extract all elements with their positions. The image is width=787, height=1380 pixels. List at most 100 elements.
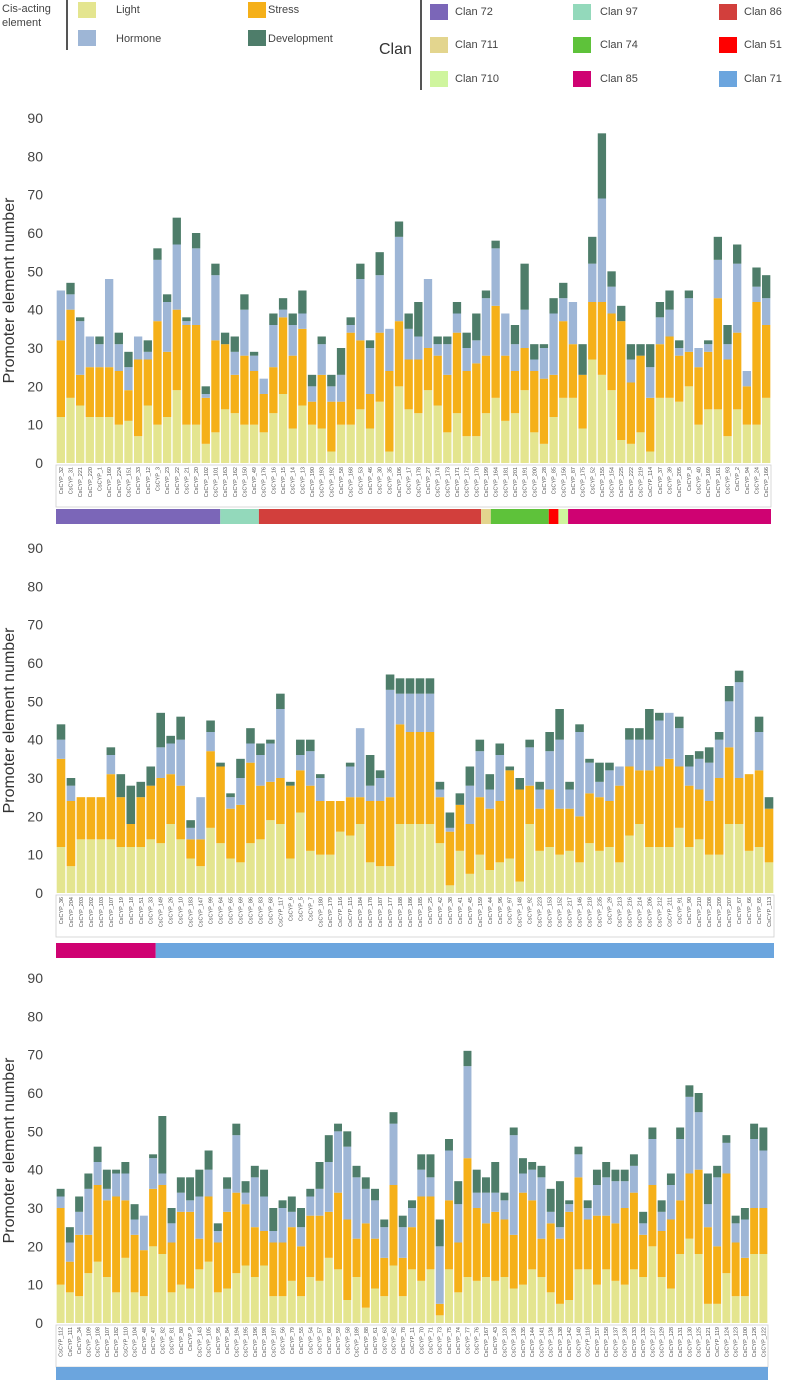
bar-light-CsCYP_201 [510, 413, 520, 463]
x-tick-label: CsCYP_67 [737, 897, 743, 924]
bar-light-CsCYP_8 [684, 386, 694, 463]
x-tick-label: CsCYP_149 [159, 897, 165, 927]
x-tick-label: CsCYP_35 [387, 467, 393, 494]
bar-light-CsCYP_135 [518, 1284, 527, 1323]
bar-stress-CsCYP_29 [605, 801, 614, 847]
bar-hormone-CsCYP_60 [324, 1162, 333, 1212]
x-tick-label: CsCYP_39 [668, 467, 674, 494]
bar-light-CsCYP_87 [568, 397, 578, 463]
bar-development-CsCYP_180 [315, 774, 325, 778]
x-tick-label: CsCYP_169 [706, 467, 712, 497]
x-tick-label: CsCYP_180 [318, 897, 324, 927]
x-tick-label: CsCYP_71 [428, 1327, 434, 1354]
bar-stress-CsCYP_160 [104, 367, 114, 417]
bar-hormone-CsCYP_128 [666, 1185, 675, 1220]
bar-light-CsCYP_161 [713, 409, 723, 463]
x-tick-label: CsCYP_34 [77, 1327, 83, 1354]
bar-development-CsCYP_51 [136, 781, 146, 798]
bar-hormone-CsCYP_46 [365, 348, 375, 394]
x-tick-label: CsCYP_115 [348, 897, 354, 927]
bar-hormone-CsCYP_78 [398, 1227, 407, 1258]
bar-light-CsCYP_105 [204, 1261, 213, 1323]
bar-light-CsCYP_58 [343, 1300, 352, 1323]
x-tick-label: CsCYP_53 [358, 467, 364, 494]
legend-swatch-clan-97 [573, 4, 591, 20]
x-tick-label: CsCYP_21 [184, 467, 190, 494]
x-tick-label: CsCYP_154 [610, 467, 616, 497]
bar-stress-CsCYP_61 [371, 1238, 379, 1289]
legend-clan-title: Clan [379, 41, 412, 58]
y-axis-label: Promoter element number [1, 1057, 18, 1244]
x-tick-label: CsCYP_84 [225, 1327, 231, 1354]
bar-development-CsCYP_69 [236, 758, 245, 778]
bar-stress-CsCYP_203 [76, 797, 86, 840]
x-tick-label: CsCYP_90 [687, 897, 693, 924]
bar-development-CsCYP_186 [405, 678, 415, 694]
bar-stress-CsCYP_220 [85, 367, 94, 417]
bar-stress-CsCYP_125 [694, 1169, 703, 1254]
x-tick-label: CsCYP_195 [244, 1327, 250, 1357]
bar-light-CsCYP_95 [213, 1292, 222, 1323]
bar-light-CsCYP_223 [535, 850, 544, 893]
bar-stress-CsCYP_44 [485, 808, 495, 870]
bar-hormone-CsCYP_206 [645, 739, 654, 771]
x-tick-label: CsCYP_58 [345, 1327, 351, 1354]
bar-hormone-CsCYP_160 [104, 279, 114, 368]
bar-hormone-CsCYP_58 [336, 374, 346, 402]
bar-light-CsCYP_149 [156, 843, 165, 893]
x-tick-label: CsCYP_113 [767, 897, 773, 927]
legend-label-clan-97: Clan 97 [600, 6, 638, 18]
bar-light-CsCYP_41 [455, 850, 465, 893]
bar-hormone-CsCYP_194 [232, 1135, 241, 1193]
bar-development-CsCYP_208 [704, 747, 714, 763]
bar-stress-CsCYP_40 [694, 367, 703, 425]
bar-development-CsCYP_235 [595, 762, 604, 782]
bar-development-CsCYP_49 [249, 351, 259, 356]
bar-stress-CsCYP_32 [56, 340, 65, 417]
bar-stress-CsCYP_2 [733, 332, 742, 410]
bar-light-CsCYP_35 [385, 451, 394, 463]
bar-stress-CsCYP_90 [684, 785, 694, 847]
bar-development-CsCYP_183 [186, 820, 195, 828]
bar-development-CsCYP_68 [266, 739, 275, 744]
bar-stress-CsCYP_116 [335, 801, 345, 832]
bar-hormone-CsCYP_221 [76, 321, 85, 375]
bar-hormone-CsCYP_22 [172, 244, 181, 310]
x-tick-label: CsCYP_175 [581, 467, 587, 497]
bar-light-CsCYP_137 [611, 1280, 620, 1323]
bar-stress-CsCYP_59 [334, 1192, 342, 1270]
bar-light-CsCYP_160 [104, 417, 114, 463]
bar-hormone-CsCYP_107 [106, 755, 116, 775]
bar-stress-CsCYP_93 [723, 359, 732, 437]
bar-development-CsCYP_110 [121, 1162, 130, 1174]
bar-stress-CsCYP_11 [408, 1227, 416, 1270]
x-tick-label: CsCYP_17 [407, 467, 413, 494]
bar-development-CsCYP_169 [704, 340, 713, 345]
x-tick-label: CsCYP_54 [308, 1327, 314, 1354]
bar-development-CsCYP_131 [676, 1127, 685, 1139]
bar-hormone-CsCYP_83 [256, 755, 265, 786]
x-tick-label: CsCYP_65 [757, 897, 763, 924]
x-tick-label: CsCYP_188 [398, 897, 404, 927]
bar-hormone-CsCYP_169 [704, 344, 713, 352]
bar-hormone-CsCYP_135 [518, 1173, 527, 1193]
bar-development-CsCYP_112 [56, 1188, 65, 1197]
legend-swatch-clan-85 [573, 71, 591, 87]
legend-label-light: Light [116, 4, 140, 16]
bar-light-CsCYP_225 [617, 440, 626, 463]
bar-development-CsCYP_224 [114, 332, 123, 345]
bar-hormone-CsCYP_21 [182, 321, 191, 325]
bar-development-CsCYP_127 [648, 1127, 657, 1139]
x-tick-label: CsCYP_211 [667, 897, 673, 927]
x-tick-label: CsCYP_124 [724, 1327, 730, 1357]
x-tick-label: CsCYP_27 [426, 467, 432, 494]
bar-light-CsCYP_181 [501, 420, 510, 463]
x-tick-label: CsCYP_181 [503, 467, 509, 497]
bar-stress-CsCYP_179 [325, 801, 335, 855]
x-tick-label: CsCYP_133 [632, 1327, 638, 1357]
bar-light-CsCYP_83 [256, 839, 265, 893]
bar-development-CsCYP_126 [750, 1123, 759, 1139]
bar-development-CsCYP_29 [605, 762, 614, 771]
bar-light-CsCYP_179 [325, 854, 335, 893]
y-tick-label: 80 [27, 148, 43, 164]
